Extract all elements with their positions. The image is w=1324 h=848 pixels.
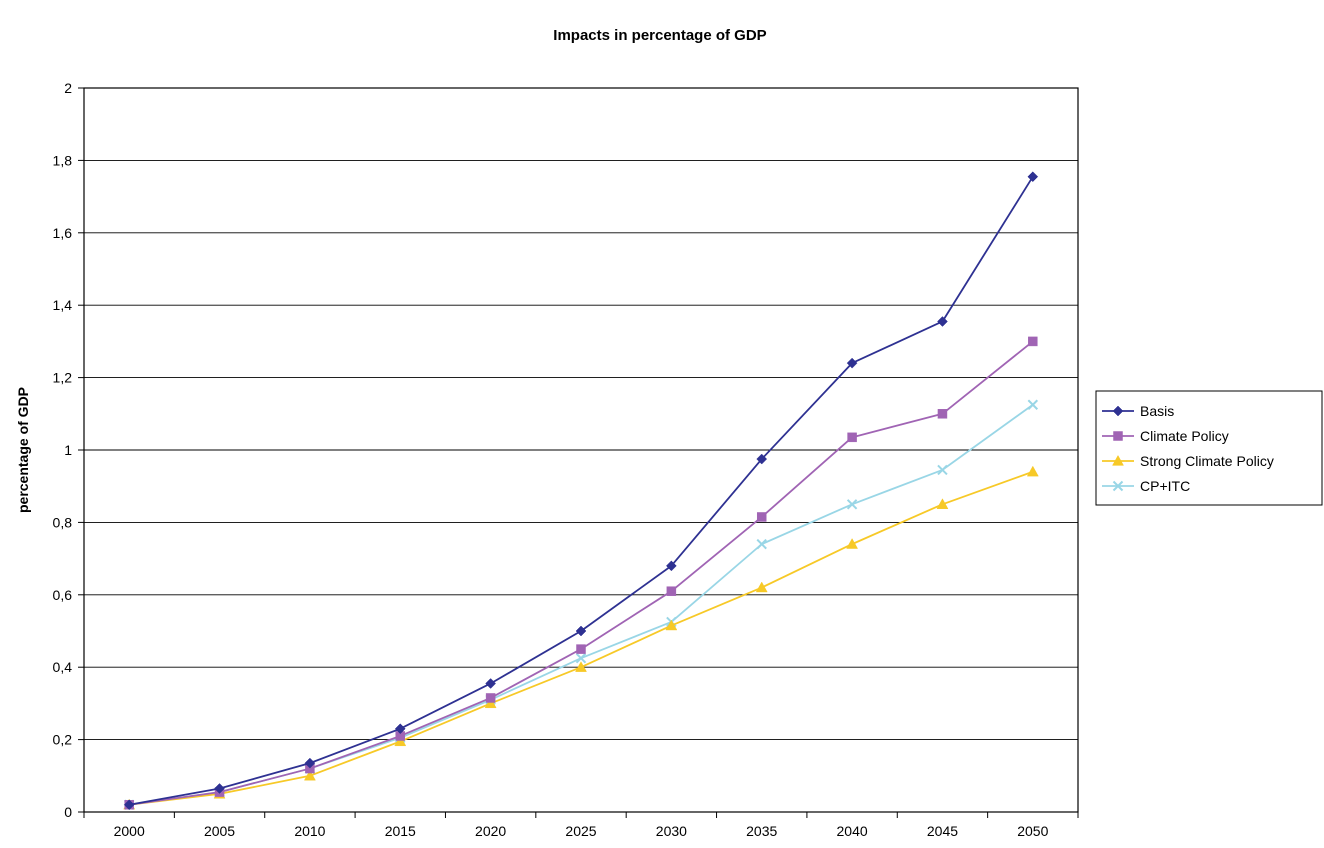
y-tick-label: 1 [64, 442, 72, 458]
y-axis-ticks: 0 0,2 0,4 0,6 0,8 1 1,2 1,4 1,6 1,8 2 [53, 80, 84, 820]
data-point [1027, 171, 1039, 183]
data-point [576, 644, 586, 654]
x-axis-ticks: 2000 2005 2010 2015 2020 2025 2030 2035 2040 2045… [83, 812, 1079, 839]
x-tick-label: 2005 [204, 823, 235, 839]
legend-label: Strong Climate Policy [1140, 453, 1274, 469]
y-tick-label: 0,2 [53, 732, 73, 748]
series-cp-itc [123, 399, 1039, 810]
y-axis-label: percentage of GDP [15, 387, 31, 513]
x-tick-label: 2015 [385, 823, 416, 839]
legend-item-strong-climate-policy: Strong Climate Policy [1102, 453, 1274, 469]
data-point [846, 499, 858, 510]
data-point [485, 678, 496, 689]
x-tick-label: 2010 [294, 823, 325, 839]
data-point [665, 619, 678, 631]
data-point [484, 697, 497, 709]
data-point [123, 799, 135, 811]
data-point [666, 560, 677, 572]
data-point [1026, 465, 1039, 477]
series-line [129, 340, 1034, 806]
chart-title: Impacts in percentage of GDP [553, 27, 766, 44]
data-point [214, 783, 225, 794]
series-line [129, 176, 1034, 806]
data-point [303, 769, 316, 781]
legend-swatch-marker [1112, 454, 1124, 466]
x-tick-label: 2040 [837, 823, 868, 839]
legend-item-climate-policy: Climate Policy [1102, 428, 1229, 444]
x-tick-label: 2045 [927, 823, 958, 839]
legend-box [1095, 390, 1323, 506]
data-point [756, 538, 767, 550]
data-point [575, 652, 587, 664]
y-tick-label: 1,6 [53, 225, 73, 241]
y-tick-label: 1,2 [53, 370, 73, 386]
y-tick-label: 0,8 [53, 514, 73, 530]
data-point [575, 661, 587, 672]
data-point [394, 723, 406, 735]
legend-label: Basis [1140, 403, 1174, 419]
y-tick-label: 0 [64, 804, 72, 820]
x-tick-label: 2050 [1017, 823, 1048, 839]
y-tick-label: 1,4 [53, 297, 73, 313]
legend-swatch-marker [1112, 480, 1124, 492]
series-line [129, 404, 1034, 806]
legend-label: CP+ITC [1140, 478, 1190, 494]
data-point [756, 453, 768, 465]
x-tick-label: 2035 [746, 823, 777, 839]
data-point [937, 316, 948, 327]
x-tick-label: 2030 [656, 823, 687, 839]
data-point [485, 693, 496, 703]
x-tick-label: 2000 [114, 823, 145, 839]
legend-swatch-marker [1113, 431, 1123, 441]
legend: Basis Climate Policy Strong Climate Policy… [1095, 390, 1323, 506]
series-climate-policy [124, 336, 1038, 810]
data-point [936, 498, 949, 509]
series-layer [123, 171, 1039, 811]
legend-label: Climate Policy [1140, 428, 1229, 444]
y-tick-label: 1,8 [53, 152, 73, 168]
legend-item-cp-itc: CP+ITC [1102, 478, 1190, 494]
data-point [846, 357, 858, 369]
data-point [937, 409, 948, 419]
data-point [755, 581, 768, 593]
series-line [129, 470, 1034, 806]
y-tick-label: 0,4 [53, 659, 73, 675]
data-point [394, 735, 407, 747]
y-tick-label: 0,6 [53, 587, 73, 603]
data-point [1028, 336, 1038, 347]
legend-swatch-marker [1112, 405, 1124, 417]
legend-item-basis: Basis [1102, 403, 1174, 419]
series-strong-climate-policy [123, 465, 1039, 810]
data-point [846, 538, 859, 549]
data-point [666, 586, 677, 596]
data-point [575, 625, 587, 637]
data-point [847, 432, 857, 443]
x-tick-label: 2025 [565, 823, 596, 839]
series-basis [123, 171, 1039, 811]
data-point [304, 757, 316, 769]
data-point [756, 512, 767, 522]
gridlines [84, 159, 1078, 741]
y-tick-label: 2 [64, 80, 72, 96]
data-point [1027, 399, 1039, 410]
data-point [937, 464, 948, 476]
x-tick-label: 2020 [475, 823, 506, 839]
